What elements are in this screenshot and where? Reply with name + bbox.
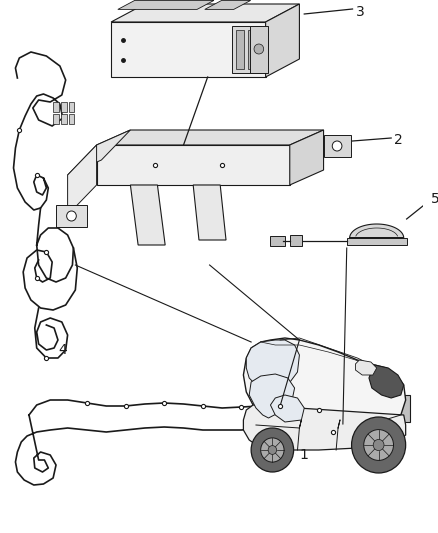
Polygon shape: [131, 185, 165, 245]
Polygon shape: [67, 145, 97, 215]
Text: 3: 3: [356, 5, 364, 19]
Polygon shape: [265, 4, 300, 77]
Circle shape: [373, 439, 384, 450]
Polygon shape: [111, 22, 265, 77]
Polygon shape: [350, 224, 404, 238]
Polygon shape: [250, 26, 268, 73]
Text: 2: 2: [394, 133, 403, 147]
Polygon shape: [236, 30, 244, 69]
Circle shape: [251, 428, 293, 472]
Polygon shape: [232, 26, 261, 73]
Polygon shape: [111, 4, 300, 22]
Circle shape: [261, 438, 284, 462]
Polygon shape: [270, 236, 285, 246]
Polygon shape: [97, 130, 324, 145]
Polygon shape: [97, 145, 290, 185]
Polygon shape: [56, 205, 87, 227]
Polygon shape: [53, 102, 59, 112]
Polygon shape: [270, 395, 304, 422]
Circle shape: [332, 141, 342, 151]
Polygon shape: [193, 185, 226, 240]
Polygon shape: [249, 374, 295, 418]
Text: 4: 4: [58, 343, 67, 357]
Polygon shape: [347, 238, 406, 245]
Circle shape: [364, 430, 393, 461]
Polygon shape: [394, 395, 410, 422]
Text: 1: 1: [300, 448, 308, 462]
Circle shape: [268, 446, 277, 455]
Polygon shape: [324, 135, 350, 157]
Polygon shape: [69, 114, 74, 124]
Polygon shape: [290, 235, 302, 246]
Circle shape: [352, 417, 406, 473]
Polygon shape: [118, 1, 214, 10]
Polygon shape: [248, 30, 257, 69]
Polygon shape: [246, 340, 300, 390]
Circle shape: [67, 211, 76, 221]
Polygon shape: [244, 338, 406, 428]
Polygon shape: [61, 114, 67, 124]
Polygon shape: [290, 130, 324, 185]
Polygon shape: [356, 360, 377, 375]
Polygon shape: [67, 130, 131, 175]
Polygon shape: [205, 1, 251, 10]
Polygon shape: [369, 365, 404, 398]
Polygon shape: [244, 405, 406, 450]
Polygon shape: [53, 114, 59, 124]
Polygon shape: [69, 102, 74, 112]
Text: 5: 5: [431, 192, 438, 206]
Polygon shape: [61, 102, 67, 112]
Circle shape: [254, 44, 264, 54]
